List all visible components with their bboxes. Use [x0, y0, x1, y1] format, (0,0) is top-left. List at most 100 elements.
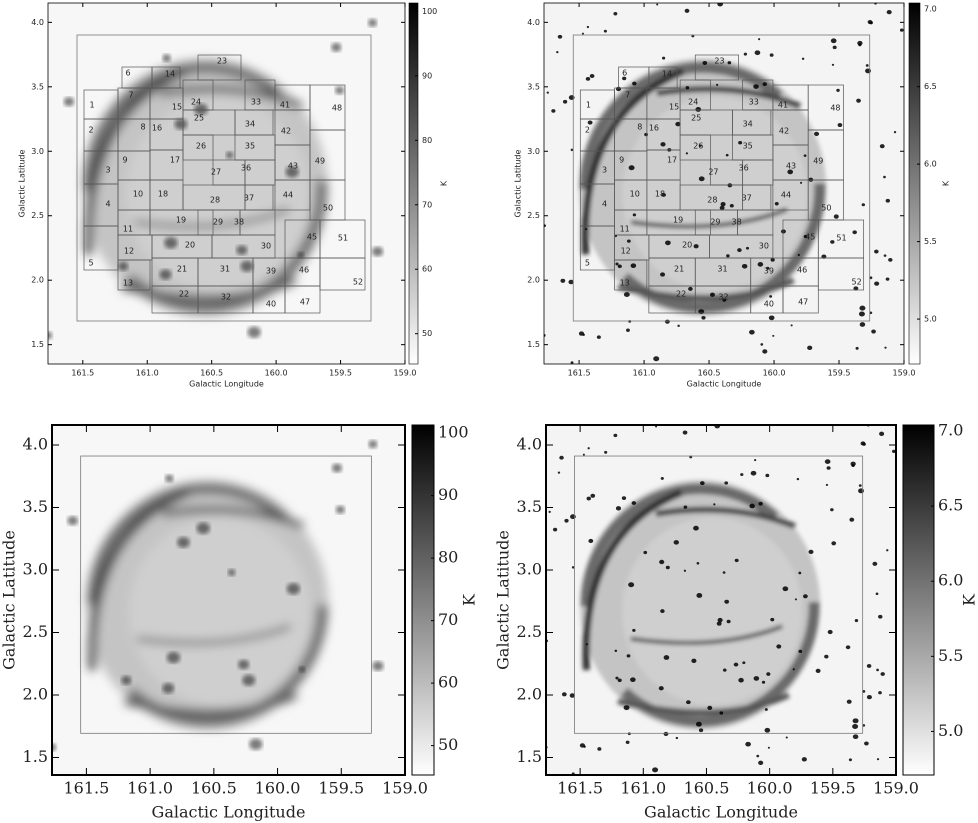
point-source: [846, 699, 852, 704]
point-source: [796, 477, 800, 481]
point-source: [613, 433, 618, 438]
nebula: [580, 480, 821, 730]
point-source: [653, 356, 660, 362]
colorbar-tick-label: 5.5: [924, 237, 937, 246]
point-source: [867, 20, 873, 25]
point-source: [587, 120, 593, 125]
point-source: [831, 541, 837, 546]
y-tick-label: 3.0: [527, 147, 540, 156]
region-label: 12: [621, 247, 631, 256]
point-source: [866, 664, 872, 668]
region-label: 50: [821, 204, 831, 213]
y-tick-label: 3.5: [517, 497, 542, 516]
region-label: 17: [667, 156, 677, 165]
region-box: [239, 209, 276, 236]
x-axis-label: Galactic Longitude: [152, 803, 306, 822]
point-source: [782, 586, 789, 592]
point-source: [121, 675, 132, 685]
region-label: 35: [245, 142, 255, 151]
y-tick-label: 1.5: [23, 747, 48, 766]
region-label: 19: [176, 216, 186, 225]
colorbar-label: K: [440, 180, 449, 186]
point-source: [236, 245, 248, 256]
point-source: [854, 619, 859, 623]
point-source: [551, 109, 556, 113]
region-label: 1: [89, 101, 94, 110]
point-source: [238, 659, 250, 670]
point-source: [614, 649, 618, 653]
region-label: 25: [691, 114, 701, 123]
point-source: [765, 473, 770, 478]
point-source: [570, 148, 574, 152]
point-source: [162, 54, 171, 62]
point-source: [753, 84, 759, 89]
colorbar-tick-label: 60: [422, 265, 432, 274]
x-tick-label: 161.0: [633, 369, 656, 378]
x-tick-label: 160.5: [200, 369, 223, 378]
point-source: [631, 501, 637, 505]
point-source: [623, 292, 630, 298]
x-tick-label: 159.0: [873, 779, 919, 798]
region-box: [694, 54, 739, 81]
region-label: 51: [338, 234, 348, 243]
point-source: [663, 731, 669, 736]
region-label: 37: [742, 194, 752, 203]
point-source: [587, 447, 590, 450]
region-label: 20: [185, 241, 195, 250]
point-source: [335, 505, 345, 514]
y-tick-label: 4.0: [517, 435, 542, 454]
nebula: [579, 58, 827, 317]
point-source: [716, 83, 719, 86]
point-source: [683, 569, 687, 572]
point-source: [830, 240, 835, 244]
point-source: [801, 757, 807, 762]
point-source: [803, 154, 807, 157]
point-source: [874, 3, 877, 5]
point-source: [866, 694, 872, 700]
plot-frame: [545, 424, 897, 776]
point-source: [883, 254, 887, 257]
region-outline: [574, 455, 864, 734]
region-label: 15: [172, 103, 182, 112]
region-label: 24: [191, 98, 201, 107]
point-source: [798, 649, 803, 653]
point-source: [615, 506, 622, 511]
point-source: [774, 202, 779, 206]
point-source: [871, 329, 876, 334]
point-source: [372, 661, 384, 671]
point-source: [622, 76, 627, 81]
point-source: [726, 619, 731, 624]
colorbar-tick-label: 7.0: [938, 421, 963, 440]
colorbar-tick-label: 70: [422, 200, 432, 209]
point-source: [734, 558, 739, 563]
region-label: 34: [743, 120, 753, 129]
point-source: [825, 483, 829, 487]
point-source: [753, 676, 760, 681]
region-label: 9: [122, 156, 127, 165]
region-label: 23: [714, 57, 724, 66]
sky-image: [48, 3, 405, 364]
region-label: 18: [655, 190, 665, 199]
point-source: [785, 736, 788, 739]
region-label: 17: [170, 156, 180, 165]
point-source: [855, 346, 859, 350]
nebula: [86, 480, 329, 730]
point-source: [758, 501, 763, 506]
filament: [159, 85, 304, 109]
point-source: [859, 322, 866, 327]
region-label: 3: [105, 166, 110, 175]
x-tick-label: 160.0: [763, 369, 786, 378]
y-tick-label: 2.0: [517, 685, 542, 704]
colorbar-tick-label: 5.5: [938, 646, 963, 665]
point-source: [368, 440, 378, 449]
region-label: 45: [805, 233, 815, 242]
region-label: 16: [649, 124, 659, 133]
point-source: [761, 680, 766, 684]
point-source: [713, 503, 716, 506]
point-source: [738, 140, 743, 145]
region-label: 22: [179, 290, 189, 299]
point-source: [754, 50, 761, 56]
region-label: 49: [315, 157, 325, 166]
panel: 161.5 161.0 160.5 160.0 159.5 159.0 1.5 2.0 2.5 3…: [494, 421, 978, 822]
point-source: [883, 175, 886, 179]
